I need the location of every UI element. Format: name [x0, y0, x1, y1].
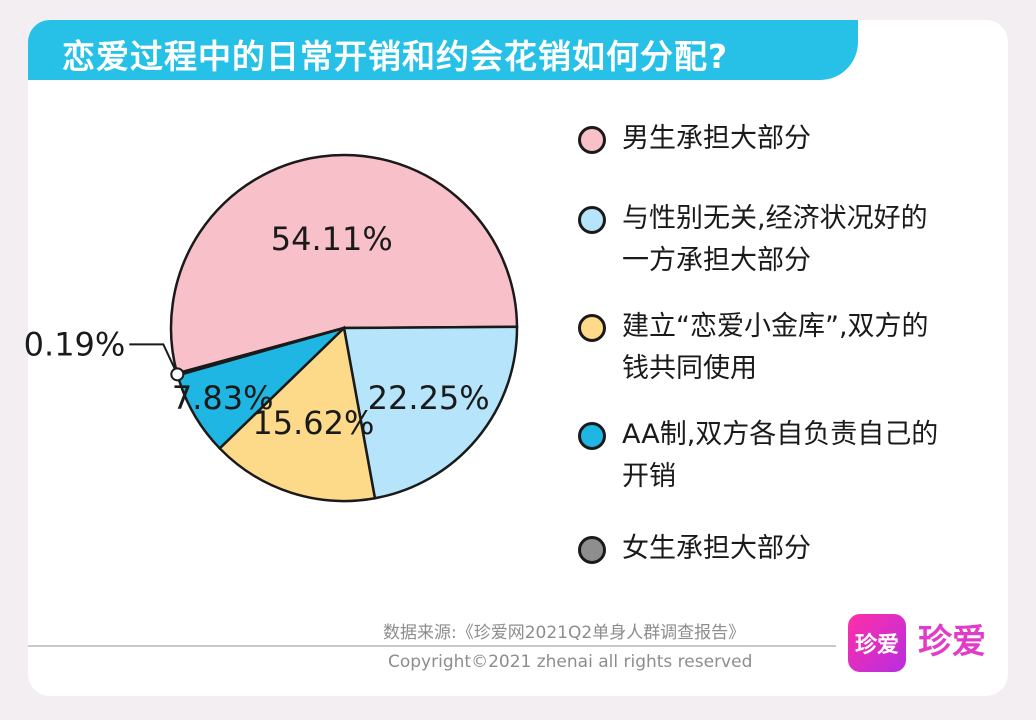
brand-logo-icon: 珍爱	[848, 614, 906, 672]
legend-label-better-off: 与性别无关,经济状况好的一方承担大部分	[622, 203, 928, 276]
label-shared-fund: 15.62%	[252, 404, 374, 442]
label-male: 54.11%	[271, 220, 393, 258]
label-better-off: 22.25%	[368, 379, 490, 417]
label-aa: 7.83%	[172, 379, 274, 417]
slice-male	[169, 153, 519, 375]
label-female-leader	[129, 343, 179, 375]
copyright: Copyright©2021 zhenai all rights reserve…	[388, 652, 753, 672]
legend-swatch-male	[578, 126, 606, 154]
legend-label-female: 女生承担大部分	[622, 533, 811, 564]
legend-label-aa: AA制,双方各自负责自己的开销	[622, 419, 939, 492]
legend-label-male: 男生承担大部分	[622, 123, 811, 154]
legend-label-shared-fund: 建立“恋爱小金库”,双方的钱共同使用	[622, 311, 929, 384]
legend-item-male: 男生承担大部分	[578, 118, 942, 160]
data-source: 数据来源:《珍爱网2021Q2单身人群调查报告》	[383, 623, 746, 643]
legend-swatch-female	[578, 536, 606, 564]
legend-swatch-shared-fund	[578, 314, 606, 342]
legend-swatch-aa	[578, 422, 606, 450]
brand-name: 珍爱	[918, 622, 986, 662]
title-banner	[28, 20, 858, 80]
label-female-marker	[170, 367, 185, 382]
chart-title: 恋爱过程中的日常开销和约会花销如何分配?	[62, 37, 729, 76]
legend-item-aa: AA制,双方各自负责自己的开销	[578, 414, 942, 498]
legend-swatch-better-off	[578, 206, 606, 234]
legend-item-shared-fund: 建立“恋爱小金库”,双方的钱共同使用	[578, 306, 942, 390]
footer-divider	[28, 645, 836, 647]
slice-better-off	[342, 325, 519, 500]
slice-shared-fund	[217, 325, 377, 503]
label-female: 0.19%	[24, 325, 126, 363]
legend-item-female: 女生承担大部分	[578, 528, 942, 570]
legend-item-better-off: 与性别无关,经济状况好的一方承担大部分	[578, 198, 942, 282]
